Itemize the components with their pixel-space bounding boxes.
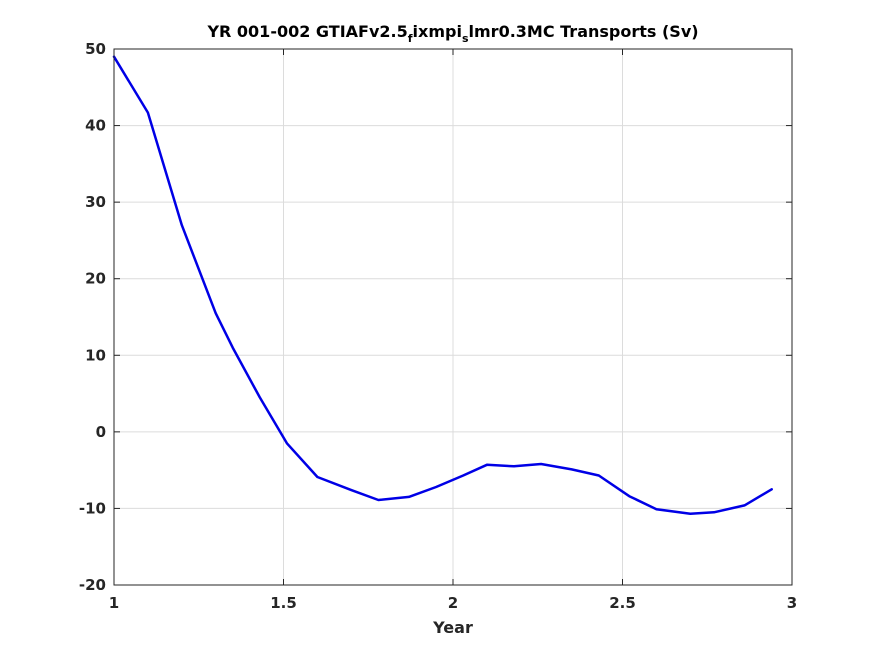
x-tick-labels: 1 1.5 2 2.5 3 — [109, 594, 797, 612]
x-axis-title: Year — [432, 618, 473, 637]
y-tick-label: 20 — [85, 270, 106, 288]
y-tick-label: 30 — [85, 193, 106, 211]
y-tick-label: -10 — [79, 499, 106, 517]
y-tick-label: 40 — [85, 117, 106, 135]
chart-title-subscript-1: f — [408, 32, 413, 45]
y-tick-label: -20 — [79, 576, 106, 594]
chart-title: YR 001-002 GTIAFv2.5fixmpislmr0.3MC Tran… — [206, 22, 698, 45]
x-tick-label: 1.5 — [270, 594, 297, 612]
x-tick-label: 3 — [787, 594, 797, 612]
x-tick-label: 1 — [109, 594, 119, 612]
y-tick-label: 0 — [96, 423, 106, 441]
y-tick-label: 50 — [85, 40, 106, 58]
chart-title-subscript-2: s — [462, 32, 469, 45]
x-tick-label: 2 — [448, 594, 458, 612]
chart-title-part-1: YR 001-002 GTIAFv2.5 — [206, 22, 407, 41]
tick-marks — [113, 48, 793, 586]
series-layer — [112, 55, 773, 516]
x-tick-label: 2.5 — [609, 594, 636, 612]
chart-title-part-2: ixmpi — [413, 22, 462, 41]
y-tick-label: 10 — [85, 346, 106, 364]
chart-title-part-3: lmr0.3MC Transports (Sv) — [469, 22, 699, 41]
grid-lines — [114, 49, 792, 585]
y-tick-labels: -20 -10 0 10 20 30 40 50 — [79, 40, 106, 594]
transport-series-line — [112, 55, 773, 516]
